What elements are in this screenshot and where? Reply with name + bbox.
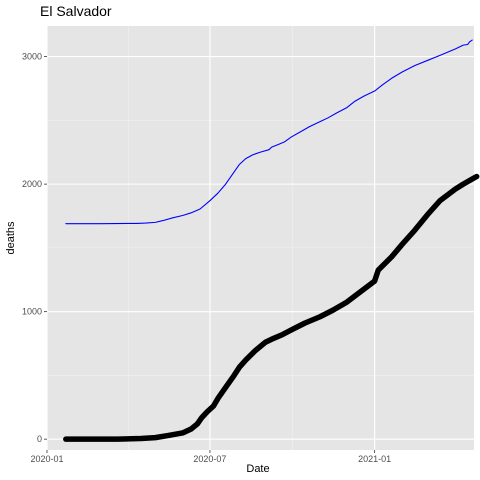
grid-minor [47,26,474,450]
y-tick-label: 0 [37,434,42,444]
series-line-thin [65,39,473,225]
y-tick-label: 2000 [22,179,42,189]
x-tick-label: 2020-07 [193,454,226,464]
x-tick-label: 2020-01 [30,454,63,464]
y-axis-label: deaths [5,221,17,255]
y-tick-label: 3000 [22,52,42,62]
x-axis: 2020-01 2020-07 2021-01 [30,450,391,464]
x-axis-label: Date [246,463,269,475]
series-layer [63,39,480,442]
x-tick-label: 2021-01 [358,454,391,464]
series-line-thick [63,173,480,442]
chart-title: El Salvador [40,3,112,19]
y-tick-label: 1000 [22,307,42,317]
plot-panel [47,26,474,450]
y-axis: 0 1000 2000 3000 [22,52,47,444]
